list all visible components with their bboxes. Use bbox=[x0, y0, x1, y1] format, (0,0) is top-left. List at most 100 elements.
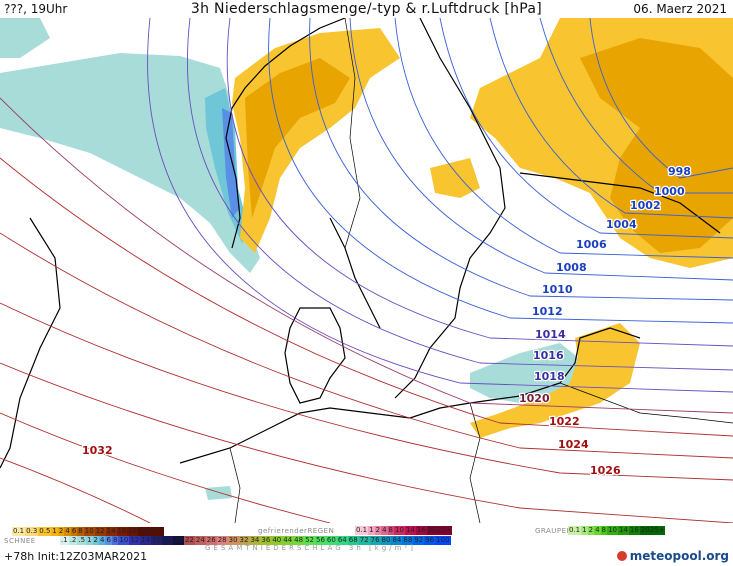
legend-graupel-cell: 8 bbox=[600, 526, 608, 535]
isobar-label-1018: 1018 bbox=[534, 370, 565, 383]
legend-graupel-title: GRAUPEL bbox=[535, 527, 571, 535]
legend-snow-cell: 30 bbox=[227, 536, 239, 545]
legend-graupel-cell: 4 bbox=[594, 526, 601, 535]
legend-snow-cell: 100 bbox=[435, 536, 451, 545]
legend-snow-cell: 44 bbox=[282, 536, 294, 545]
rain-area-baltic-south bbox=[470, 323, 640, 438]
legend-snow-cell: 52 bbox=[304, 536, 315, 545]
legend-snow-cell: 2 bbox=[92, 536, 99, 545]
legend-snow-cell: .2 bbox=[68, 536, 78, 545]
legend-freezing-cell: 1 bbox=[368, 526, 375, 535]
snow-area-north-sea bbox=[0, 53, 260, 273]
legend-freezing-cell: 16 bbox=[415, 526, 427, 535]
legend-rain-cell: 6 bbox=[70, 527, 78, 536]
isobar-1030 bbox=[0, 412, 331, 523]
legend-rain-cell: 0.3 bbox=[25, 527, 39, 536]
legend-snow-title: SCHNEE bbox=[4, 537, 36, 545]
isobar-1012 bbox=[268, 18, 733, 324]
legend-snow-cell: 6 bbox=[105, 536, 112, 545]
legend-snow-cell: 48 bbox=[293, 536, 305, 545]
isobars bbox=[0, 18, 733, 523]
isobar-1024 bbox=[0, 232, 733, 459]
isobar-1018 bbox=[147, 18, 733, 393]
rain-area-sweden-small bbox=[430, 158, 480, 198]
legend-graupel-cell: 0.1 bbox=[568, 526, 582, 535]
legend-snow-cell: 26 bbox=[205, 536, 217, 545]
legend-rain-cell: 1 bbox=[51, 527, 58, 536]
legend-freezing-cell: 2025+ bbox=[426, 526, 453, 535]
legend-rain-cell: 18 bbox=[127, 527, 139, 536]
legend-rain-cell: 2 bbox=[57, 527, 65, 536]
isobar-label-1002: 1002 bbox=[630, 199, 661, 212]
legend-snow-cell: 1 bbox=[86, 536, 93, 545]
isobar-label-1000: 1000 bbox=[654, 185, 685, 198]
legend-snow-cell: 92 bbox=[413, 536, 425, 545]
coast-denmark bbox=[284, 307, 346, 404]
legend-snow-cell: 34 bbox=[249, 536, 261, 545]
legend-snow-cell: 84 bbox=[391, 536, 403, 545]
border-nl-de bbox=[229, 447, 241, 523]
isobar-1004 bbox=[439, 18, 733, 239]
isobar-998 bbox=[589, 18, 733, 179]
isobar-label-998: 998 bbox=[668, 165, 691, 178]
map-title: 3h Niederschlagsmenge/-typ & r.Luftdruck… bbox=[190, 1, 543, 17]
legend-rain-cell: 10 bbox=[83, 527, 95, 536]
legend-snow-cell: 96 bbox=[424, 536, 436, 545]
meteopool-logo[interactable]: meteopool.org bbox=[616, 549, 729, 563]
legend-snow-cell: 12 bbox=[129, 536, 141, 545]
coast-sweden-east bbox=[394, 18, 506, 399]
coast-finland bbox=[519, 172, 721, 234]
legend-rain-cell: 16 bbox=[116, 527, 128, 536]
isobar-label-1016: 1016 bbox=[533, 349, 564, 362]
legend-snow-cell: 24 bbox=[194, 536, 206, 545]
isobar-label-1024: 1024 bbox=[558, 438, 589, 451]
isobar-label-1014: 1014 bbox=[535, 328, 566, 341]
legend-snow-cell: .5 bbox=[77, 536, 87, 545]
coast-sweden-west bbox=[329, 217, 381, 329]
isobar-label-1032: 1032 bbox=[82, 444, 113, 457]
legend-snow-cell: 20 bbox=[173, 536, 184, 545]
legend-snow-cell: 76 bbox=[369, 536, 381, 545]
snow-area-nl bbox=[205, 486, 232, 500]
legend-rain-cell: 14 bbox=[105, 527, 117, 536]
logo-text: meteopool.org bbox=[629, 549, 729, 563]
isobar-1028 bbox=[0, 362, 733, 523]
coast-norway bbox=[225, 18, 346, 249]
legend-snow-cell: 22 bbox=[183, 536, 195, 545]
legend-rain-cell: 0.1 bbox=[12, 527, 26, 536]
legend-snow-cell: 8 bbox=[111, 536, 119, 545]
legend-snow-cell: .1 bbox=[60, 536, 69, 545]
legend-snow-cell: 10 bbox=[118, 536, 130, 545]
legend-freezing-cell: 0.1 bbox=[355, 526, 369, 535]
legend-snow-cell: 4 bbox=[99, 536, 106, 545]
isobar-label-1022: 1022 bbox=[549, 415, 580, 428]
legend-freezing-scale: 0.1 1 2 4 8 10 14 16 2025+ bbox=[355, 526, 453, 535]
legend-snow-scale: .1.2.5 1 2 4 6 8 10 12 14 16 18 20 22 24 26 28 30 32 34 36 4… bbox=[60, 536, 451, 545]
isobar-label-1020: 1020 bbox=[519, 392, 550, 405]
rain-area-norway-dark bbox=[245, 58, 350, 218]
legend-snow-cell: 64 bbox=[336, 536, 348, 545]
legend-snow-cell: 88 bbox=[402, 536, 414, 545]
legend-snow-cell: 36 bbox=[260, 536, 272, 545]
legend-graupel-cell: 2 bbox=[587, 526, 595, 535]
legend-snow-cell: 72 bbox=[358, 536, 370, 545]
legend-rain-cell: 8 bbox=[77, 527, 84, 536]
isobar-1008 bbox=[349, 18, 733, 281]
isobar-1014 bbox=[226, 18, 733, 347]
snow-area-west bbox=[0, 18, 50, 58]
legend-snow-cell: 68 bbox=[347, 536, 359, 545]
coastlines bbox=[0, 18, 721, 469]
legend-graupel-cell: 14 bbox=[617, 526, 629, 535]
isobar-1010 bbox=[309, 18, 733, 301]
borders bbox=[229, 18, 733, 523]
isobar-1006 bbox=[394, 18, 733, 259]
isobar-1016 bbox=[186, 18, 733, 371]
isobar-label-1012: 1012 bbox=[532, 305, 563, 318]
legend-freezing-cell: 2 bbox=[374, 526, 382, 535]
logo-dot-icon bbox=[616, 551, 627, 561]
isobar-label-1004: 1004 bbox=[606, 218, 637, 231]
legend-graupel-cell: 10 bbox=[607, 526, 618, 535]
legend-snow-cell: 18 bbox=[162, 536, 174, 545]
border-norway-sweden bbox=[344, 18, 361, 249]
